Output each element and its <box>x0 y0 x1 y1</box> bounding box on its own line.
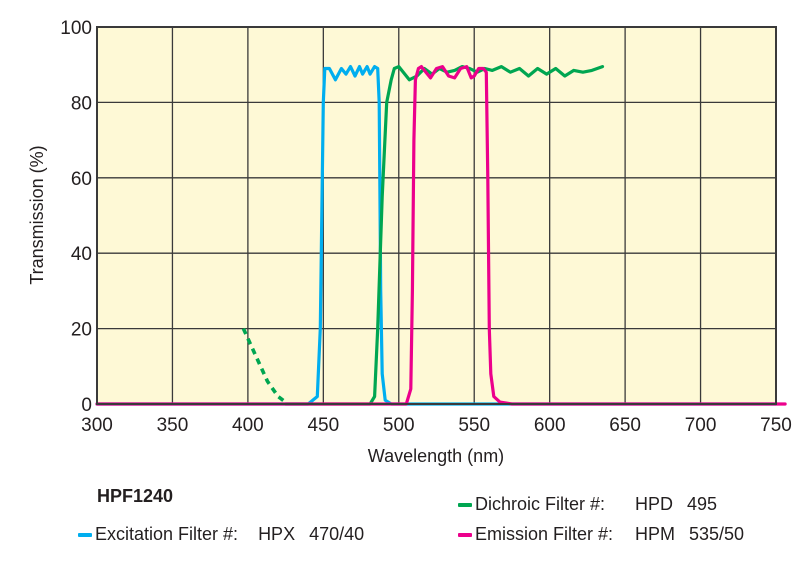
legend-item-dichroic: Dichroic Filter #: HPD 495 <box>458 494 717 515</box>
y-tick-label: 80 <box>71 93 92 114</box>
plot-area <box>97 27 776 404</box>
y-tick-label: 60 <box>71 169 92 190</box>
y-tick-label: 0 <box>81 395 92 416</box>
x-axis-ticks: 300 350 400 450 500 550 600 650 700 750 <box>81 415 792 436</box>
legend-code: HPM <box>635 524 675 544</box>
legend-value: 535/50 <box>689 524 745 544</box>
x-tick-label: 600 <box>534 415 566 436</box>
dichroic-swatch-icon <box>458 502 472 507</box>
legend-product-name: HPF1240 <box>97 486 174 506</box>
series-line: Excitation Filter #: HPX 470/40 <box>95 65 778 406</box>
y-axis-ticks: 0 20 40 60 80 100 <box>60 18 92 416</box>
x-tick-label: 350 <box>157 415 189 436</box>
x-tick-label: 650 <box>609 415 641 436</box>
series-line: Dichroic Filter #: HPD 495 <box>284 65 605 406</box>
series-layer: Excitation Filter #: HPX 470/40Dichroic … <box>95 65 787 406</box>
y-tick-label: 20 <box>71 320 92 341</box>
x-tick-label: 750 <box>760 415 792 436</box>
legend: HPF1240 Excitation Filter #: HPX 470/40 … <box>0 480 800 576</box>
x-axis-title: Wavelength (nm) <box>368 446 504 466</box>
y-tick-label: 40 <box>71 244 92 265</box>
x-tick-label: 300 <box>81 415 113 436</box>
x-tick-label: 700 <box>685 415 717 436</box>
excitation-swatch-icon <box>78 532 92 537</box>
legend-item-emission: Emission Filter #: HPM 535/50 <box>458 524 744 545</box>
x-tick-label: 500 <box>383 415 415 436</box>
legend-label: Emission Filter #: <box>475 524 614 544</box>
series-line: Emission Filter #: HPM 535/50 <box>95 65 787 406</box>
legend-label: Excitation Filter #: <box>95 524 239 544</box>
y-tick-label: 100 <box>60 18 92 39</box>
transmission-chart: Excitation Filter #: HPX 470/40Dichroic … <box>27 18 792 466</box>
plot-frame <box>96 26 777 405</box>
y-axis-title: Transmission (%) <box>27 145 47 284</box>
legend-value: 470/40 <box>309 524 365 544</box>
emission-swatch-icon <box>458 532 472 537</box>
legend-label: Dichroic Filter #: <box>475 494 606 514</box>
legend-value: 495 <box>687 494 718 514</box>
series-line: Dichroic Filter (extrapolated) <box>241 327 287 404</box>
x-tick-label: 450 <box>307 415 339 436</box>
legend-item-excitation: Excitation Filter #: HPX 470/40 <box>78 524 364 545</box>
x-tick-label: 400 <box>232 415 264 436</box>
legend-code: HPD <box>635 494 674 514</box>
x-tick-label: 550 <box>458 415 490 436</box>
legend-code: HPX <box>258 524 296 544</box>
